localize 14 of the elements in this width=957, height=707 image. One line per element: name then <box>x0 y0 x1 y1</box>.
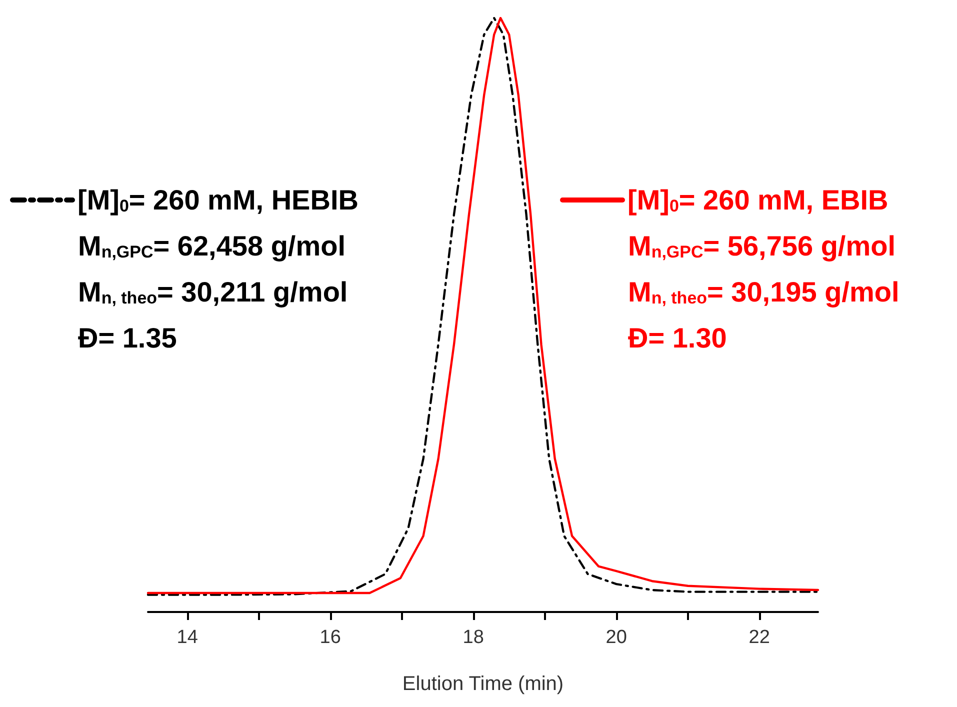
x-axis-title: Elution Time (min) <box>402 673 564 695</box>
x-tick-label: 22 <box>748 627 770 648</box>
annotation: Mn,GPC= 56,756 g/mol <box>628 230 896 262</box>
legend-label: [M]0= 260 mM, EBIB <box>628 184 888 216</box>
annotation: Đ= 1.30 <box>628 322 727 354</box>
x-tick-label: 18 <box>462 627 484 648</box>
annotation: Mn, theo= 30,211 g/mol <box>78 276 348 308</box>
x-tick-label: 20 <box>606 627 627 648</box>
x-tick-label: 14 <box>176 627 198 648</box>
annotation: Mn, theo= 30,195 g/mol <box>628 276 900 308</box>
x-tick-label: 16 <box>320 627 341 648</box>
legend-label: [M]0= 260 mM, HEBIB <box>78 184 358 216</box>
annotation: Mn,GPC= 62,458 g/mol <box>78 230 346 262</box>
annotation: Đ= 1.35 <box>78 322 177 354</box>
